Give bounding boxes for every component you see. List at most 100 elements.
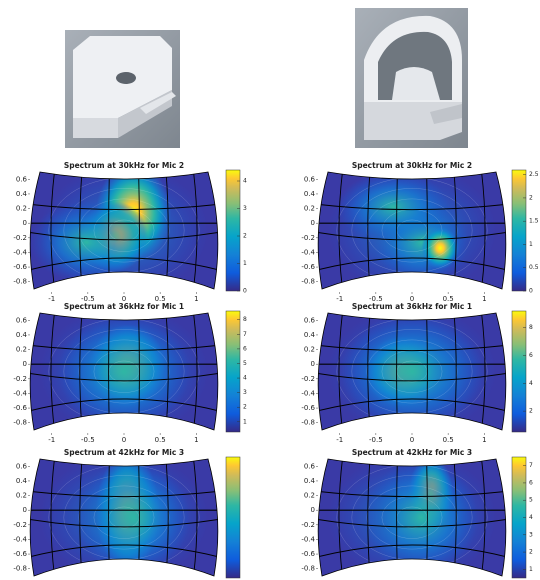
colorbar-tick-label: 2.5: [529, 171, 539, 178]
x-tick-label: 1: [482, 295, 486, 303]
colorbar-tick-label: 6: [529, 352, 533, 359]
y-tick-label: 0.6: [304, 462, 316, 470]
x-tick-label: 1: [482, 436, 486, 444]
y-tick-label: 0: [311, 219, 315, 227]
y-tick-label: -0.4: [13, 248, 27, 256]
y-tick-label: 0.6: [304, 175, 316, 183]
y-tick-label: 0.4: [304, 190, 316, 198]
heatmap-spot: [58, 313, 190, 430]
colorbar-tick-label: 3: [243, 205, 247, 212]
y-tick-label: -0.8: [301, 565, 315, 573]
colorbar-tick-label: 4: [243, 178, 247, 185]
colorbar-tick-label: 5: [529, 497, 533, 504]
y-tick-label: 0.6: [16, 316, 28, 324]
y-tick-label: -0.2: [13, 521, 27, 529]
colorbar-tick-label: 2: [529, 194, 533, 201]
x-tick-label: 1: [194, 436, 198, 444]
x-tick-label: 0.5: [443, 436, 454, 444]
colorbar-tick-label: 3: [529, 531, 533, 538]
panel: Spectrum at 42kHz for Mic 30.60.40.20-0.…: [301, 448, 533, 580]
y-tick-label: 0.4: [16, 331, 28, 339]
y-tick-label: 0.2: [304, 205, 315, 213]
colorbar-tick-label: 2: [243, 233, 247, 240]
y-tick-label: -0.8: [301, 419, 315, 427]
colorbar-tick-label: 2: [529, 408, 533, 415]
y-tick-label: -0.2: [301, 521, 315, 529]
colorbar: [512, 311, 526, 432]
y-tick-label: -0.8: [13, 419, 27, 427]
x-tick-label: 0.5: [155, 436, 166, 444]
colorbar-tick-label: 1: [243, 260, 247, 267]
panel-title: Spectrum at 36kHz for Mic 1: [352, 302, 472, 311]
x-tick-label: 0: [410, 436, 414, 444]
figure: Spectrum at 30kHz for Mic 2 0.6 0.4 0.2 0 -0.…: [0, 0, 540, 580]
colorbar-tick-label: 0: [529, 288, 533, 295]
colorbar-tick-label: 7: [243, 331, 247, 338]
y-tick-label: 0.2: [16, 492, 27, 500]
y-tick-label: 0.2: [16, 346, 27, 354]
heatmap: [20, 453, 228, 580]
y-tick-label: 0.4: [16, 190, 28, 198]
y-tick-label: -0.6: [301, 263, 315, 271]
y-tick-label: 0.6: [16, 175, 28, 183]
x-tick-label: -1: [336, 436, 343, 444]
x-tick-label: -1: [48, 436, 55, 444]
y-tick-label: 0.4: [16, 477, 28, 485]
heatmap-spot: [341, 313, 484, 430]
heatmap: [308, 307, 516, 436]
page: Spectrum at 30kHz for Mic 2 0.6 0.4 0.2 0 -0.…: [0, 0, 540, 580]
colorbar-tick-label: 7: [529, 462, 533, 469]
y-tick-label: -0.6: [301, 550, 315, 558]
y-tick-label: -0.6: [13, 263, 27, 271]
colorbar-tick-label: 1: [529, 566, 533, 573]
y-tick-label: -0.2: [301, 234, 315, 242]
y-tick-label: -0.2: [13, 234, 27, 242]
panel: Spectrum at 42kHz for Mic 30.60.40.20-0.…: [13, 448, 240, 580]
y-tick-label: -0.4: [301, 389, 315, 397]
x-tick-label: 1: [194, 295, 198, 303]
y-tick-label: 0: [23, 219, 27, 227]
y-tick-label: 0.4: [304, 477, 316, 485]
heatmap-spot: [30, 201, 143, 283]
colorbar-tick-label: 8: [243, 316, 247, 323]
colorbar-tick-label: 4: [529, 514, 533, 521]
panel-title: Spectrum at 42kHz for Mic 3: [352, 448, 472, 457]
heatmap: [308, 166, 516, 295]
y-tick-label: -0.8: [301, 278, 315, 286]
y-tick-label: -0.6: [301, 404, 315, 412]
y-tick-label: 0.2: [304, 346, 315, 354]
heatmap: [20, 164, 228, 295]
y-tick-label: -0.2: [301, 375, 315, 383]
heatmap: [20, 307, 228, 436]
y-tick-label: 0.6: [16, 462, 28, 470]
panel-title: Spectrum at 30kHz for Mic 2: [352, 161, 472, 170]
colorbar: [226, 457, 240, 578]
panel-title: Spectrum at 36kHz for Mic 1: [64, 302, 184, 311]
colorbar: [226, 170, 240, 291]
colorbar-tick-label: 8: [529, 324, 533, 331]
panel: Spectrum at 30kHz for Mic 20.60.40.20-0.…: [13, 161, 247, 303]
panel: Spectrum at 36kHz for Mic 1 0.6 0.4 0.2 0 -0.…: [301, 302, 533, 444]
y-tick-label: -0.4: [13, 389, 27, 397]
y-tick-label: -0.6: [13, 404, 27, 412]
y-tick-label: 0: [23, 360, 27, 368]
y-tick-label: 0.2: [304, 492, 315, 500]
x-tick-label: -1: [48, 295, 55, 303]
x-tick-label: -1: [336, 295, 343, 303]
colorbar: [226, 311, 240, 432]
x-tick-label: 0: [122, 436, 126, 444]
colorbar-tick-label: 0.5: [529, 264, 539, 271]
panel-title: Spectrum at 30kHz for Mic 2: [64, 161, 184, 170]
y-tick-label: 0.4: [304, 331, 316, 339]
panel: Spectrum at 36kHz for Mic 1 0.6 0.4 0.2 0 -0.…: [13, 302, 247, 444]
panel: Spectrum at 30kHz for Mic 2 0.6 0.4 0.2 0 -0.…: [301, 161, 538, 303]
colorbar-tick-label: 6: [529, 479, 533, 486]
y-tick-label: 0.6: [304, 316, 316, 324]
panel-title: Spectrum at 42kHz for Mic 3: [64, 448, 184, 457]
colorbar-tick-label: 3: [243, 389, 247, 396]
colorbar-tick-label: 1: [243, 418, 247, 425]
colorbar-tick-label: 2: [529, 549, 533, 556]
colorbar-tick-label: 1.5: [529, 218, 539, 225]
y-tick-label: -0.4: [301, 248, 315, 256]
y-tick-label: -0.4: [13, 535, 27, 543]
